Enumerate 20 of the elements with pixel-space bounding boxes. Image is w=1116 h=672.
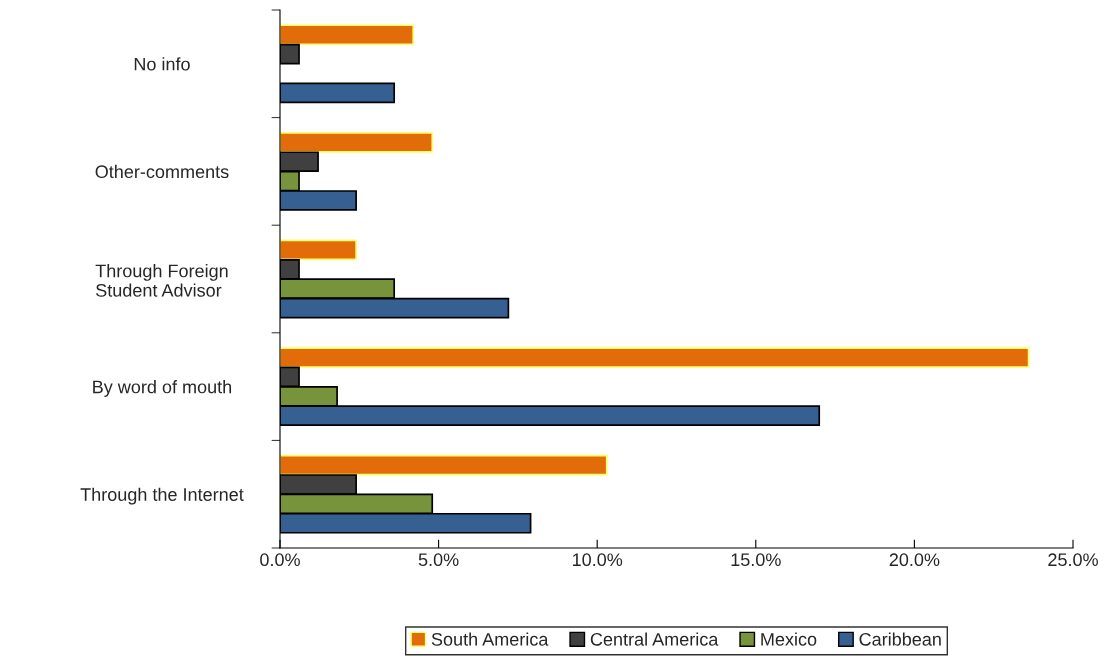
legend-label: South America xyxy=(431,632,549,646)
legend-label: Mexico xyxy=(761,632,817,646)
x-tick-label: 5.0% xyxy=(418,553,459,567)
y-tick-label: Through the Internet xyxy=(80,487,244,505)
y-tick-label: Through Foreign Student Advisor xyxy=(95,264,228,297)
x-tick-label: 0.0% xyxy=(260,553,300,567)
bar xyxy=(280,454,608,476)
bar xyxy=(280,24,415,46)
bar xyxy=(280,347,1030,368)
y-tick-label: No info xyxy=(134,57,190,71)
x-tick-label: 15.0% xyxy=(731,553,781,567)
y-tick-label: Other-comments xyxy=(95,164,229,179)
legend-label: Caribbean xyxy=(859,632,941,646)
y-tick-label: By word of mouth xyxy=(93,380,232,397)
x-tick-label: 10.0% xyxy=(572,553,623,567)
x-tick-label: 20.0% xyxy=(889,553,940,567)
legend-label: Central America xyxy=(590,632,719,646)
x-tick-label: 25.0% xyxy=(1048,553,1098,567)
bar xyxy=(280,132,434,153)
bar xyxy=(280,239,357,261)
